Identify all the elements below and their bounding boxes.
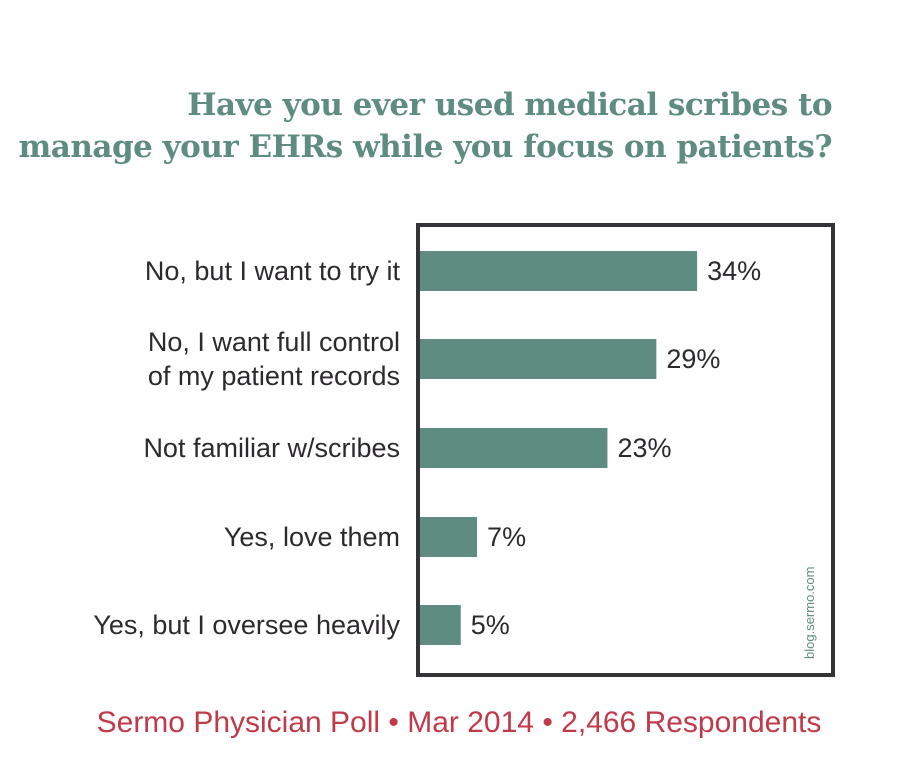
category-label-1-line-1: No, but I want to try it: [144, 256, 400, 286]
category-label-2-line-2: of my patient records: [147, 361, 400, 391]
category-label-2-line-1: No, I want full control: [147, 327, 400, 357]
source-label: blog.sermo.com: [802, 566, 817, 659]
data-label-3: 23%: [617, 433, 671, 463]
category-label-5: Yes, but I oversee heavily: [20, 608, 400, 642]
category-label-4-line-1: Yes, love them: [223, 522, 400, 552]
bar-2: [420, 339, 657, 379]
category-label-2: No, I want full control of my patient rec…: [20, 325, 400, 393]
plot-frame: [416, 223, 835, 677]
chart-title-line-1: Have you ever used medical scribes to: [187, 87, 832, 123]
category-label-4: Yes, love them: [20, 520, 400, 554]
category-label-5-line-1: Yes, but I oversee heavily: [93, 610, 400, 640]
data-label-1: 34%: [707, 256, 761, 286]
category-label-1: No, but I want to try it: [20, 254, 400, 288]
bar-4: [420, 517, 478, 557]
bar-3: [420, 428, 608, 468]
bar-5: [420, 605, 461, 645]
category-label-3: Not familiar w/scribes: [20, 431, 400, 465]
category-label-3-line-1: Not familiar w/scribes: [143, 433, 400, 463]
chart-title: Have you ever used medical scribes to ma…: [0, 84, 832, 168]
chart-title-line-2: manage your EHRs while you focus on pati…: [18, 129, 832, 165]
data-label-2: 29%: [666, 344, 720, 374]
data-label-5: 5%: [471, 610, 510, 640]
poll-footer: Sermo Physician Poll • Mar 2014 • 2,466 …: [96, 706, 822, 739]
data-label-4: 7%: [487, 522, 526, 552]
bar-1: [420, 251, 698, 291]
